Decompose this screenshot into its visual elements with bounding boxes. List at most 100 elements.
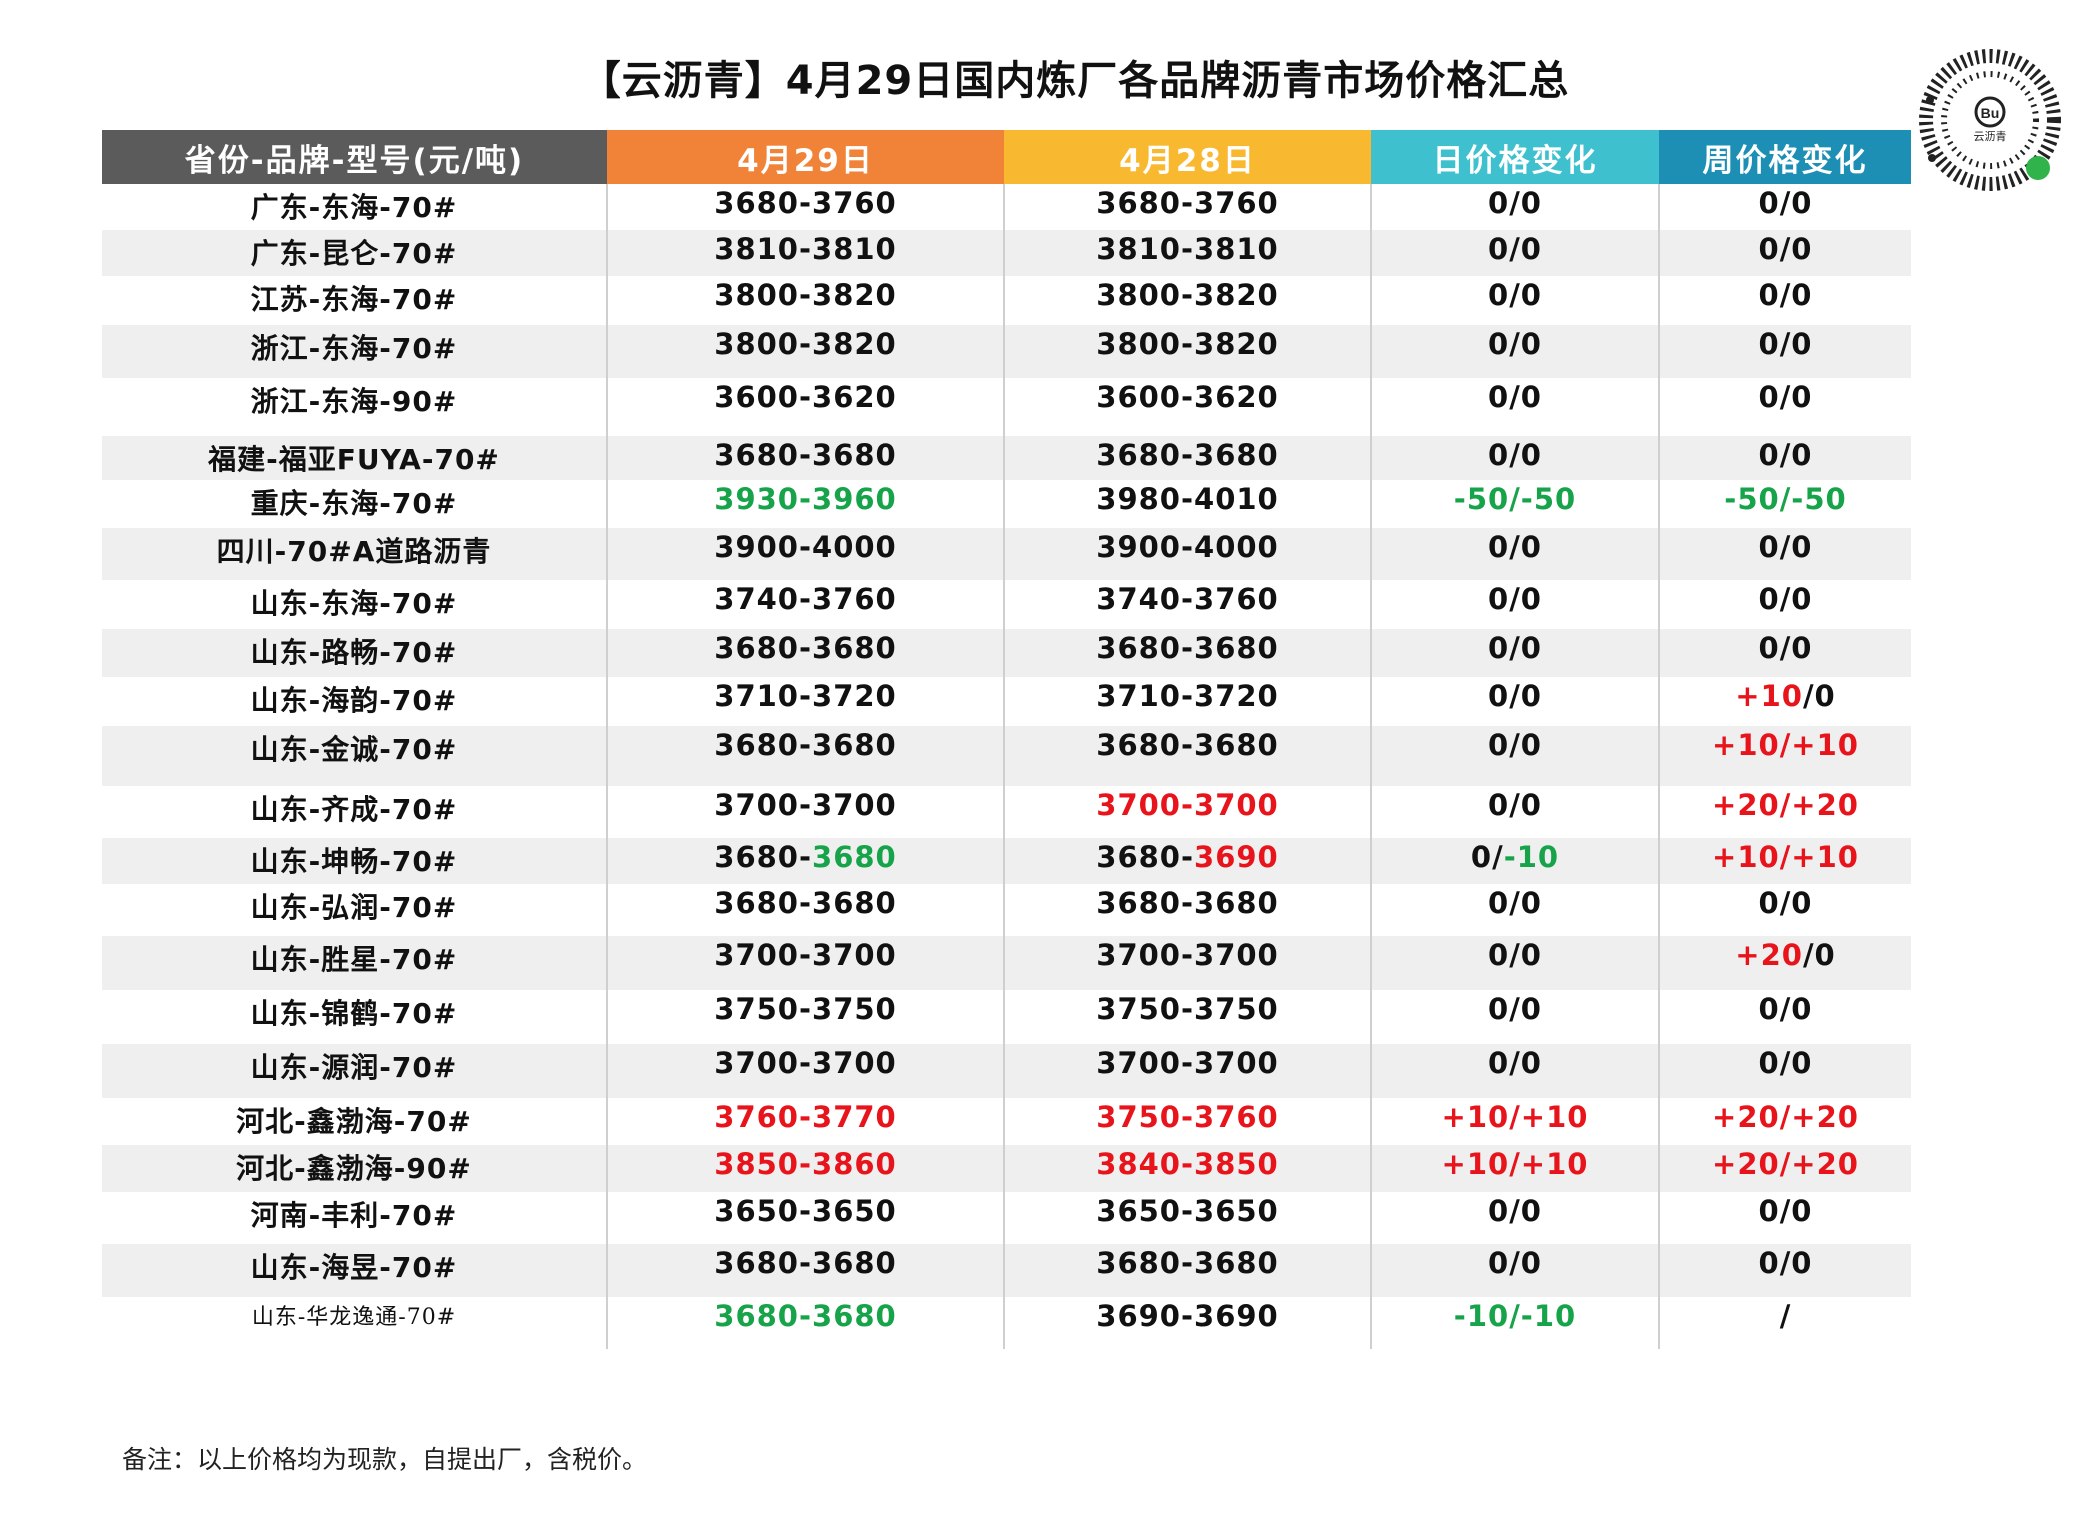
weekly-change-text: +20/+20: [1712, 1100, 1859, 1134]
table-row: 河南-丰利-70# 3650-3650 3650-3650 0/0 0/0: [102, 1192, 1911, 1244]
price-apr28-cell: 3840-3850: [1003, 1145, 1371, 1192]
table-row: 广东-东海-70# 3680-3760 3680-3760 0/0 0/0: [102, 184, 1911, 230]
price-apr29-text: 3710-3720: [714, 679, 897, 713]
price-apr28-cell: 3680-3680: [1003, 726, 1371, 786]
table-row: 山东-坤畅-70# 3680-3680 3680-3690 0/-10 +10/+10: [102, 838, 1911, 884]
price-apr28-cell: 3710-3720: [1003, 677, 1371, 726]
table-row: 河北-鑫渤海-70# 3760-3770 3750-3760 +10/+10 +20/+…: [102, 1098, 1911, 1145]
price-apr28-cell: 3680-3680: [1003, 1244, 1371, 1297]
price-apr29-text: 3700-3700: [714, 788, 897, 822]
weekly-change-cell: 0/0: [1658, 528, 1911, 580]
brand-cell: 山东-东海-70#: [102, 580, 607, 629]
table-row: 山东-齐成-70# 3700-3700 3700-3700 0/0 +20/+20: [102, 786, 1911, 838]
weekly-change-cell: 0/0: [1658, 276, 1911, 325]
weekly-change-text: 0/0: [1758, 992, 1813, 1026]
footnote: 备注：以上价格均为现款，自提出厂，含税价。: [122, 1445, 648, 1474]
price-apr29-text: 3810-3810: [714, 232, 897, 266]
brand-cell: 重庆-东海-70#: [102, 480, 607, 528]
price-apr28-text: 3680-3680: [1096, 886, 1279, 920]
price-apr29-cell: 3850-3860: [606, 1145, 1004, 1192]
price-apr28-text: 3600-3620: [1096, 380, 1279, 414]
daily-change-cell: 0/0: [1370, 1044, 1659, 1098]
price-apr29-text: 3850-3860: [714, 1147, 897, 1181]
table-row: 山东-锦鹤-70# 3750-3750 3750-3750 0/0 0/0: [102, 990, 1911, 1044]
weekly-change-text: 0/0: [1758, 886, 1813, 920]
price-apr29-text: 3600-3620: [714, 380, 897, 414]
daily-change-text: -50/-50: [1453, 482, 1577, 516]
table-row: 浙江-东海-90# 3600-3620 3600-3620 0/0 0/0: [102, 378, 1911, 436]
table-row: 山东-东海-70# 3740-3760 3740-3760 0/0 0/0: [102, 580, 1911, 629]
price-apr28-text: 3680-: [1096, 840, 1195, 874]
daily-change-cell: 0/0: [1370, 726, 1659, 786]
weekly-change-text: +10/+10: [1712, 728, 1859, 762]
weekly-change-text: 0/0: [1758, 582, 1813, 616]
daily-change-text: 0/0: [1488, 1046, 1542, 1080]
price-apr29-text: 3680-3680: [714, 1246, 897, 1280]
weekly-change-text: /: [1779, 1299, 1792, 1333]
daily-change-cell: 0/0: [1370, 1192, 1659, 1244]
weekly-change-cell: 0/0: [1658, 1244, 1911, 1297]
price-apr29-text: 3800-3820: [714, 278, 897, 312]
brand-cell: 山东-坤畅-70#: [102, 838, 607, 884]
daily-change-text: 0/0: [1488, 679, 1542, 713]
weekly-change-cell: +10/+10: [1658, 726, 1911, 786]
daily-change-cell: 0/0: [1370, 786, 1659, 838]
weekly-change-text: +20/+20: [1712, 788, 1859, 822]
table-row: 福建-福亚FUYA-70# 3680-3680 3680-3680 0/0 0/0: [102, 436, 1911, 480]
brand-cell: 广东-东海-70#: [102, 184, 607, 230]
price-apr29-text: 3680-3680: [714, 886, 897, 920]
price-apr28-cell: 3800-3820: [1003, 325, 1371, 378]
daily-change-text: 0/0: [1488, 278, 1542, 312]
daily-change-text: 0/0: [1488, 886, 1542, 920]
header-apr28: 4月28日: [1004, 130, 1371, 184]
price-apr29-text: 3760-3770: [714, 1100, 897, 1134]
page-title: 【云沥青】4月29日国内炼厂各品牌沥青市场价格汇总: [580, 58, 1570, 104]
table-row: 浙江-东海-70# 3800-3820 3800-3820 0/0 0/0: [102, 325, 1911, 378]
weekly-change-cell: 0/0: [1658, 184, 1911, 230]
weekly-change-text: /0: [1802, 679, 1836, 713]
weekly-change-text: 0/0: [1758, 1246, 1813, 1280]
daily-change-text: 0/0: [1488, 992, 1542, 1026]
price-apr29-text: 3700-3700: [714, 1046, 897, 1080]
daily-change-text: 0/0: [1488, 1194, 1542, 1228]
weekly-change-cell: 0/0: [1658, 230, 1911, 276]
daily-change-text: 0/0: [1488, 1246, 1542, 1280]
weekly-change-cell: 0/0: [1658, 436, 1911, 480]
price-apr28-text: 3980-4010: [1096, 482, 1279, 516]
daily-change-text: 0/0: [1488, 631, 1542, 665]
weekly-change-cell: +20/+20: [1658, 786, 1911, 838]
table-row: 山东-弘润-70# 3680-3680 3680-3680 0/0 0/0: [102, 884, 1911, 936]
price-apr29-cell: 3680-3680: [606, 726, 1004, 786]
price-apr29-cell: 3680-3680: [606, 1244, 1004, 1297]
price-apr29-text: 3740-3760: [714, 582, 897, 616]
price-apr28-text: 3750-3760: [1096, 1100, 1279, 1134]
daily-change-text: 0/0: [1488, 438, 1542, 472]
brand-cell: 广东-昆仑-70#: [102, 230, 607, 276]
svg-text:Bu: Bu: [1981, 105, 2000, 121]
daily-change-text: 0/0: [1488, 788, 1542, 822]
mini-program-qr-code: Bu 云沥青: [1919, 49, 2061, 191]
price-apr29-cell: 3760-3770: [606, 1098, 1004, 1145]
price-apr29-text: 3680-3680: [714, 438, 897, 472]
price-apr29-cell: 3900-4000: [606, 528, 1004, 580]
price-apr29-text: 3680-3760: [714, 186, 897, 220]
price-apr28-cell: 3680-3680: [1003, 629, 1371, 677]
price-apr28-cell: 3600-3620: [1003, 378, 1371, 436]
price-apr29-cell: 3700-3700: [606, 786, 1004, 838]
weekly-change-cell: 0/0: [1658, 325, 1911, 378]
price-apr29-cell: 3810-3810: [606, 230, 1004, 276]
price-apr29-cell: 3680-3680: [606, 884, 1004, 936]
table-row: 河北-鑫渤海-90# 3850-3860 3840-3850 +10/+10 +20/+…: [102, 1145, 1911, 1192]
weekly-change-text: 0/0: [1758, 186, 1813, 220]
price-apr28-cell: 3680-3680: [1003, 884, 1371, 936]
daily-change-cell: 0/0: [1370, 629, 1659, 677]
header-apr29: 4月29日: [607, 130, 1004, 184]
price-apr28-text: 3900-4000: [1096, 530, 1279, 564]
price-apr28-text: 3680-3680: [1096, 1246, 1279, 1280]
price-apr28-cell: 3810-3810: [1003, 230, 1371, 276]
price-apr29-cell: 3680-3680: [606, 629, 1004, 677]
daily-change-text: -10/-10: [1453, 1299, 1577, 1333]
daily-change-text: 0/: [1470, 840, 1504, 874]
table-row: 山东-金诚-70# 3680-3680 3680-3680 0/0 +10/+10: [102, 726, 1911, 786]
price-apr29-cell: 3700-3700: [606, 1044, 1004, 1098]
